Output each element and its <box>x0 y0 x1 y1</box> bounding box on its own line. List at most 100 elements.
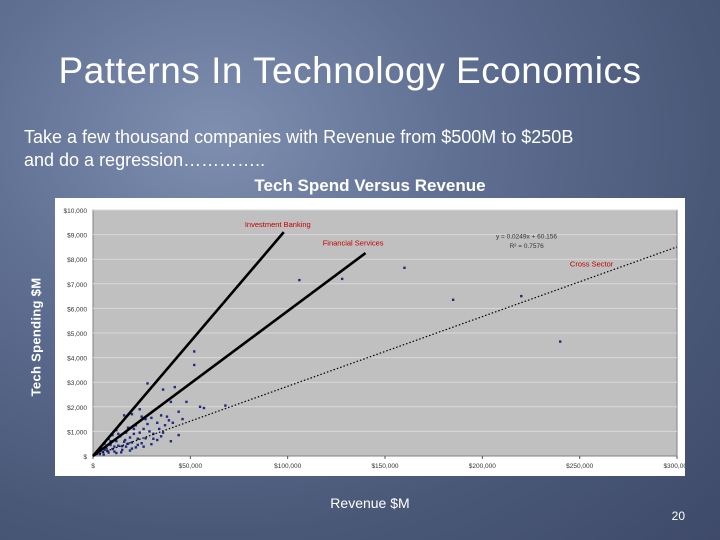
y-tick-label: $5,000 <box>67 331 87 338</box>
y-axis-label: Tech Spending $M <box>28 277 44 397</box>
data-point <box>120 451 123 454</box>
data-point <box>171 421 175 424</box>
data-point <box>140 442 143 445</box>
data-point <box>340 277 344 281</box>
x-axis-label: Revenue $M <box>330 495 410 511</box>
data-point <box>161 388 165 391</box>
data-point <box>113 450 116 453</box>
slide-title: Patterns In Technology Economics <box>58 50 642 91</box>
data-point <box>109 440 112 443</box>
data-point <box>146 422 149 426</box>
x-tick-label: $300,000 <box>663 463 685 470</box>
data-point <box>136 443 139 447</box>
y-tick-label: $2,000 <box>67 405 87 412</box>
x-tick-label: $150,000 <box>371 463 398 470</box>
data-point <box>109 443 112 447</box>
investment-banking-line <box>92 231 285 457</box>
chart-area: $ $1,000 $2,000 $3,000 $4,000 $5,000 $6,000 $7,… <box>55 198 691 476</box>
data-point <box>159 435 163 438</box>
data-point <box>156 438 159 442</box>
data-point <box>101 450 104 454</box>
data-point <box>298 278 301 282</box>
data-point <box>121 444 124 448</box>
intro-line-1: Take a few thousand companies with Reven… <box>24 127 574 147</box>
data-point <box>198 405 202 408</box>
data-point <box>122 414 126 417</box>
data-point <box>128 436 132 439</box>
data-point <box>148 430 151 433</box>
data-point <box>138 408 141 411</box>
data-point <box>185 400 188 404</box>
financial-services-label: Financial Services <box>323 239 384 248</box>
y-tick-label: $4,000 <box>67 356 87 363</box>
y-tick-label: $3,000 <box>67 380 87 387</box>
data-point <box>451 298 455 301</box>
data-point <box>142 445 145 448</box>
y-tick-label: $6,000 <box>67 306 87 313</box>
data-point <box>103 448 106 452</box>
data-point <box>146 382 149 385</box>
intro-line-2: and do a regression………….. <box>24 150 266 170</box>
y-tick-label: $8,000 <box>67 257 87 264</box>
data-point <box>102 453 105 456</box>
data-point <box>167 419 171 422</box>
data-point <box>144 417 147 421</box>
data-point <box>150 442 153 446</box>
x-tick-label: $50,000 <box>179 463 203 470</box>
data-point <box>520 294 523 298</box>
data-point <box>130 447 134 450</box>
data-point <box>132 427 136 431</box>
data-point <box>161 431 165 434</box>
y-tick-label: $7,000 <box>67 282 87 289</box>
data-point <box>163 424 167 427</box>
data-point <box>136 437 139 440</box>
data-point <box>165 415 169 418</box>
y-tick-label: $ <box>83 454 87 461</box>
data-point <box>138 431 141 434</box>
data-point <box>173 385 176 389</box>
data-point <box>128 449 132 452</box>
intro-text: Take a few thousand companies with Reven… <box>24 126 704 172</box>
data-point <box>152 437 155 440</box>
data-point <box>121 448 124 452</box>
chart-title: Tech Spend Versus Revenue <box>254 176 486 195</box>
data-point <box>117 432 120 436</box>
data-point <box>202 406 206 410</box>
data-point <box>126 442 130 445</box>
y-tick-label: $9,000 <box>67 233 87 240</box>
data-point <box>403 266 406 270</box>
data-point <box>169 440 173 443</box>
data-point <box>126 426 130 429</box>
data-point <box>156 421 159 424</box>
financial-services-line <box>92 252 367 458</box>
data-point <box>124 445 128 448</box>
data-point <box>122 440 126 443</box>
data-point <box>123 438 127 442</box>
data-point <box>130 441 134 444</box>
data-point <box>130 412 134 416</box>
data-point <box>177 433 180 437</box>
regression-equation: y = 0.0249x + 60.156 <box>496 233 557 240</box>
investment-banking-label: Investment Banking <box>245 220 311 229</box>
y-tick-label: $10,000 <box>64 208 88 215</box>
data-point <box>224 404 227 407</box>
data-point <box>117 444 120 447</box>
data-point <box>105 447 108 450</box>
data-point <box>140 415 143 418</box>
r-squared-label: R² = 0.7576 <box>510 243 545 250</box>
data-point <box>193 350 196 353</box>
scatter-chart: $ $1,000 $2,000 $3,000 $4,000 $5,000 $6,000 $7,… <box>64 208 691 470</box>
x-tick-label: $250,000 <box>566 463 593 470</box>
data-point <box>159 414 163 417</box>
data-point <box>113 445 116 448</box>
x-tick-label: $100,000 <box>274 463 301 470</box>
data-point <box>132 432 136 436</box>
data-point <box>181 417 184 421</box>
data-point <box>142 427 145 431</box>
data-point <box>115 440 118 443</box>
cross-sector-label: Cross Sector <box>570 260 614 269</box>
data-point <box>157 427 161 431</box>
data-point <box>134 446 138 449</box>
data-point <box>193 363 196 367</box>
data-point <box>559 340 562 343</box>
